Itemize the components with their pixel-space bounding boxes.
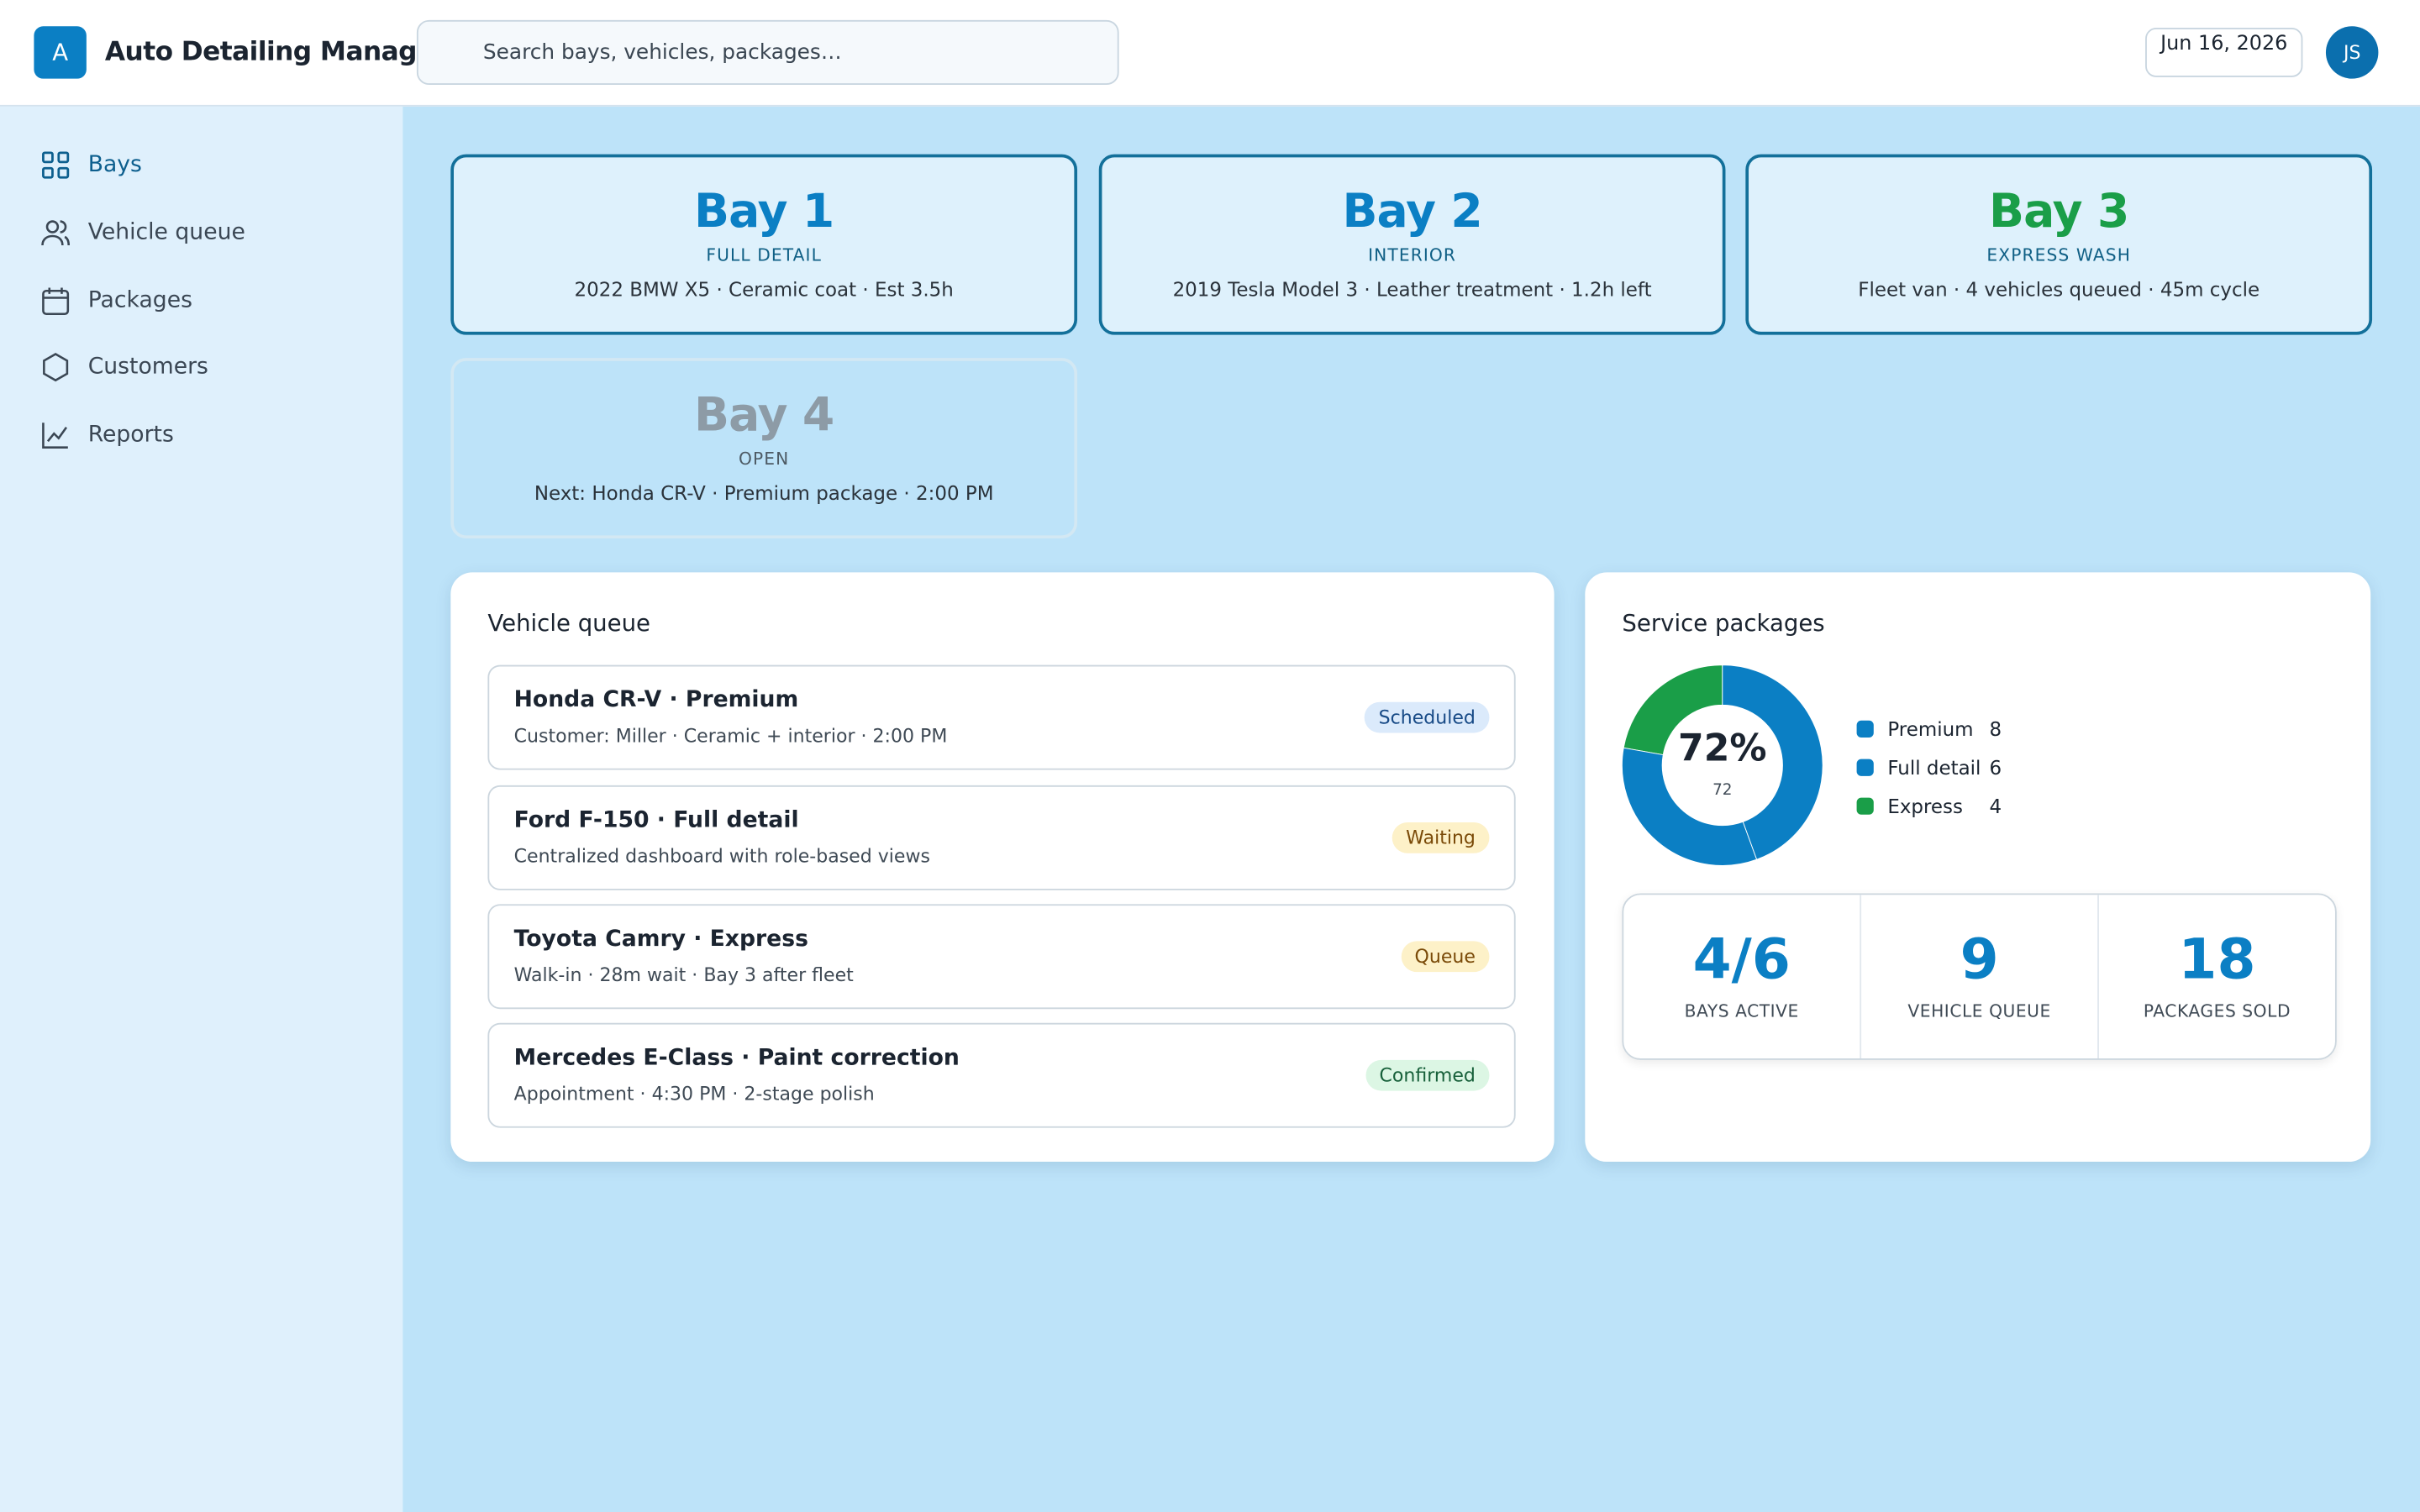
bay-detail: 2022 BMW X5 · Ceramic coat · Est 3.5h <box>574 277 954 302</box>
nav-item[interactable]: Bays <box>40 150 142 181</box>
bay-type: INTERIOR <box>1368 245 1457 265</box>
app-title: Auto Detailing Manager <box>104 37 447 68</box>
item-subtitle: Walk-in · 28m wait · Bay 3 after fleet <box>513 963 854 986</box>
nav-item[interactable]: Packages <box>40 286 192 317</box>
nav-item[interactable]: Vehicle queue <box>40 218 245 249</box>
date-button[interactable]: Jun 16, 2026 <box>2145 28 2303 77</box>
item-subtitle: Customer: Miller · Ceramic + interior · … <box>513 725 948 747</box>
sidebar: Bays Vehicle queue Packages Customers Re… <box>0 106 403 1512</box>
bay-detail: Fleet van · 4 vehicles queued · 45m cycl… <box>1858 277 2260 302</box>
status-badge: Waiting <box>1392 822 1490 853</box>
nav-item[interactable]: Customers <box>40 352 208 383</box>
donut-segment <box>1722 664 1823 860</box>
nav-item[interactable]: Reports <box>40 420 174 451</box>
queue-item[interactable]: Mercedes E-Class · Paint correction Appoi… <box>487 1022 1516 1128</box>
bay-name: Bay 2 <box>1342 185 1482 239</box>
bay-card[interactable]: Bay 4 OPEN Next: Honda CR-V · Premium pack… <box>450 358 1078 539</box>
nav-label: Reports <box>87 423 174 448</box>
bay-name: Bay 3 <box>1989 185 2129 239</box>
item-subtitle: Appointment · 4:30 PM · 2-stage polish <box>513 1083 875 1105</box>
stat-value: 18 <box>2178 928 2256 993</box>
stat-label: BAYS ACTIVE <box>1684 1001 1799 1021</box>
stat: 4/6 BAYS ACTIVE <box>1623 895 1862 1059</box>
stats-card: 4/6 BAYS ACTIVE 9 VEHICLE QUEUE 18 PACKAGES… <box>1622 893 2337 1060</box>
bay-type: OPEN <box>738 449 790 470</box>
nav-label: Customers <box>87 354 208 380</box>
stat-value: 9 <box>1960 928 1999 993</box>
stat-value: 4/6 <box>1692 928 1791 993</box>
item-subtitle: Centralized dashboard with role-based vi… <box>513 845 931 868</box>
item-title: Honda CR-V · Premium <box>513 688 799 713</box>
legend-label: Premium <box>1887 717 1974 741</box>
search-placeholder: Search bays, vehicles, packages… <box>482 39 842 66</box>
bay-detail: 2019 Tesla Model 3 · Leather treatment ·… <box>1172 277 1652 302</box>
bay-type: FULL DETAIL <box>706 245 822 265</box>
legend-item: Full detail 6 <box>1856 756 2002 780</box>
panel-title: Vehicle queue <box>487 609 651 638</box>
queue-panel: Vehicle queue Honda CR-V · Premium Custom… <box>450 572 1555 1163</box>
logo[interactable]: A <box>34 26 87 79</box>
status-badge: Queue <box>1400 941 1490 973</box>
legend-swatch <box>1856 797 1874 815</box>
bay-type: EXPRESS WASH <box>1986 245 2132 265</box>
stat-label: PACKAGES SOLD <box>2143 1001 2291 1021</box>
legend-item: Express 4 <box>1856 794 2002 818</box>
legend-swatch <box>1856 759 1874 776</box>
legend-item: Premium 8 <box>1856 717 2002 741</box>
panel-title: Service packages <box>1622 609 1825 638</box>
nav-label: Packages <box>87 288 192 313</box>
legend-value: 4 <box>1989 794 2002 818</box>
item-title: Ford F-150 · Full detail <box>513 808 799 833</box>
legend-value: 6 <box>1989 756 2002 780</box>
queue-item[interactable]: Ford F-150 · Full detail Centralized dash… <box>487 785 1516 890</box>
stat: 18 PACKAGES SOLD <box>2099 895 2335 1058</box>
donut-chart: 72% 72 <box>1621 664 1823 866</box>
stat-label: VEHICLE QUEUE <box>1907 1001 2051 1021</box>
bay-name: Bay 4 <box>694 388 834 444</box>
nav-label: Bays <box>87 152 142 178</box>
bay-card[interactable]: Bay 1 FULL DETAIL 2022 BMW X5 · Ceramic co… <box>450 154 1078 335</box>
bay-name: Bay 1 <box>694 185 834 239</box>
legend-label: Full detail <box>1887 756 1981 780</box>
donut-center-label: 72% <box>1678 727 1767 770</box>
header: A Auto Detailing Manager Search bays, ve… <box>0 0 2420 107</box>
legend-value: 8 <box>1989 717 2002 741</box>
queue-item[interactable]: Honda CR-V · Premium Customer: Miller · C… <box>487 664 1516 770</box>
packages-panel: Service packages 72% 72 Premium 8 Full det… <box>1585 572 2371 1163</box>
nav-label: Vehicle queue <box>87 220 245 246</box>
status-badge: Confirmed <box>1365 1059 1490 1091</box>
donut-center-value: 72 <box>1712 781 1732 799</box>
legend-swatch <box>1856 720 1874 738</box>
item-title: Mercedes E-Class · Paint correction <box>513 1046 960 1071</box>
queue-item[interactable]: Toyota Camry · Express Walk-in · 28m wait… <box>487 904 1516 1010</box>
bay-card[interactable]: Bay 3 EXPRESS WASH Fleet van · 4 vehicles … <box>1745 154 2373 335</box>
legend-label: Express <box>1887 794 1963 818</box>
status-badge: Scheduled <box>1365 701 1490 733</box>
item-title: Toyota Camry · Express <box>513 927 808 953</box>
donut-segment <box>1621 747 1758 866</box>
bay-detail: Next: Honda CR-V · Premium package · 2:0… <box>534 481 994 505</box>
avatar[interactable]: JS <box>2325 26 2379 79</box>
stat: 9 VEHICLE QUEUE <box>1861 895 2099 1059</box>
bay-card[interactable]: Bay 2 INTERIOR 2019 Tesla Model 3 · Leathe… <box>1098 154 1726 335</box>
search-box[interactable]: Search bays, vehicles, packages… <box>416 19 1119 86</box>
